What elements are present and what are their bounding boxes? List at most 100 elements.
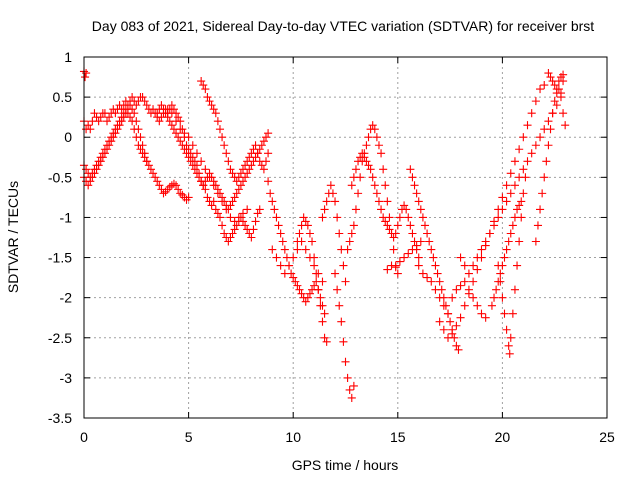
data-point bbox=[469, 277, 478, 286]
data-point bbox=[521, 173, 530, 182]
data-point bbox=[130, 125, 139, 134]
data-point bbox=[496, 269, 505, 278]
data-point bbox=[249, 225, 258, 234]
data-point bbox=[505, 349, 514, 358]
data-point bbox=[494, 277, 503, 286]
data-point bbox=[128, 117, 137, 126]
data-point bbox=[540, 81, 549, 90]
data-point bbox=[544, 141, 553, 150]
data-point bbox=[372, 189, 381, 198]
data-point bbox=[393, 269, 402, 278]
data-point bbox=[272, 253, 281, 262]
data-point bbox=[452, 285, 461, 294]
data-point bbox=[460, 261, 469, 270]
data-point bbox=[481, 237, 490, 246]
data-point bbox=[508, 221, 517, 230]
data-point bbox=[366, 165, 375, 174]
data-point bbox=[443, 333, 453, 342]
data-point bbox=[293, 245, 302, 254]
data-point bbox=[184, 133, 193, 142]
data-point bbox=[184, 193, 193, 202]
data-point bbox=[406, 221, 415, 230]
x-axis-label: GPS time / hours bbox=[292, 457, 399, 473]
data-point bbox=[234, 213, 243, 222]
data-point bbox=[500, 309, 509, 318]
data-point bbox=[510, 157, 520, 166]
data-point bbox=[362, 141, 371, 150]
data-point bbox=[427, 245, 436, 254]
data-point bbox=[498, 261, 507, 270]
data-point bbox=[460, 277, 469, 286]
data-point bbox=[345, 385, 354, 394]
data-point bbox=[274, 221, 283, 230]
data-point bbox=[351, 205, 361, 214]
data-point bbox=[343, 245, 352, 254]
data-point bbox=[280, 269, 289, 278]
data-point bbox=[536, 205, 545, 214]
data-point bbox=[527, 149, 536, 158]
data-point bbox=[448, 293, 457, 302]
data-point bbox=[429, 253, 438, 262]
data-point bbox=[368, 173, 377, 182]
data-point bbox=[498, 193, 507, 202]
data-point bbox=[180, 129, 189, 138]
data-point bbox=[504, 237, 513, 246]
data-point bbox=[316, 293, 325, 302]
data-point bbox=[264, 177, 273, 186]
y-tick-label: -0.5 bbox=[48, 169, 72, 185]
data-point bbox=[443, 309, 453, 318]
data-point bbox=[253, 149, 262, 158]
data-point bbox=[205, 173, 214, 182]
data-point bbox=[171, 117, 181, 126]
data-point bbox=[310, 261, 319, 270]
x-tick-label: 5 bbox=[185, 429, 193, 445]
data-point bbox=[412, 241, 421, 250]
data-point bbox=[519, 189, 528, 198]
data-point bbox=[215, 213, 225, 222]
data-point bbox=[278, 237, 287, 246]
data-point bbox=[418, 269, 427, 278]
data-point bbox=[132, 133, 141, 142]
data-point bbox=[502, 245, 511, 254]
data-point bbox=[176, 125, 185, 134]
data-point bbox=[552, 85, 561, 94]
data-point bbox=[548, 109, 557, 118]
data-point bbox=[80, 73, 90, 82]
data-point bbox=[320, 205, 329, 214]
data-point bbox=[435, 317, 444, 326]
data-point bbox=[477, 245, 486, 254]
data-point bbox=[542, 157, 551, 166]
data-point bbox=[238, 209, 248, 218]
data-point bbox=[339, 261, 348, 270]
data-point bbox=[307, 237, 317, 246]
data-point bbox=[418, 213, 427, 222]
data-point bbox=[268, 197, 277, 206]
tick-layer: 0 5 10 15 20 25 -3.5 -3 -2.5 -2 -1.5 -1 -0.5 0 0.5 1 bbox=[48, 49, 615, 445]
data-point bbox=[456, 313, 465, 322]
data-point bbox=[498, 293, 507, 302]
data-point bbox=[536, 85, 545, 94]
data-point bbox=[293, 237, 302, 246]
data-point bbox=[335, 301, 344, 310]
data-point bbox=[431, 261, 440, 270]
data-point bbox=[510, 285, 520, 294]
data-point bbox=[498, 205, 507, 214]
data-point bbox=[502, 197, 511, 206]
data-point bbox=[540, 173, 549, 182]
data-point bbox=[446, 317, 455, 326]
data-point bbox=[201, 85, 210, 94]
data-point bbox=[506, 169, 515, 178]
data-point bbox=[477, 309, 486, 318]
data-point bbox=[504, 341, 513, 350]
data-point bbox=[345, 237, 354, 246]
data-point bbox=[322, 197, 331, 206]
data-point bbox=[523, 121, 532, 130]
data-point bbox=[337, 317, 346, 326]
data-point bbox=[439, 301, 448, 310]
data-point bbox=[370, 125, 379, 134]
data-point bbox=[393, 221, 402, 230]
data-point bbox=[531, 237, 540, 246]
data-point bbox=[318, 213, 327, 222]
data-point bbox=[456, 281, 465, 290]
data-point bbox=[312, 269, 321, 278]
